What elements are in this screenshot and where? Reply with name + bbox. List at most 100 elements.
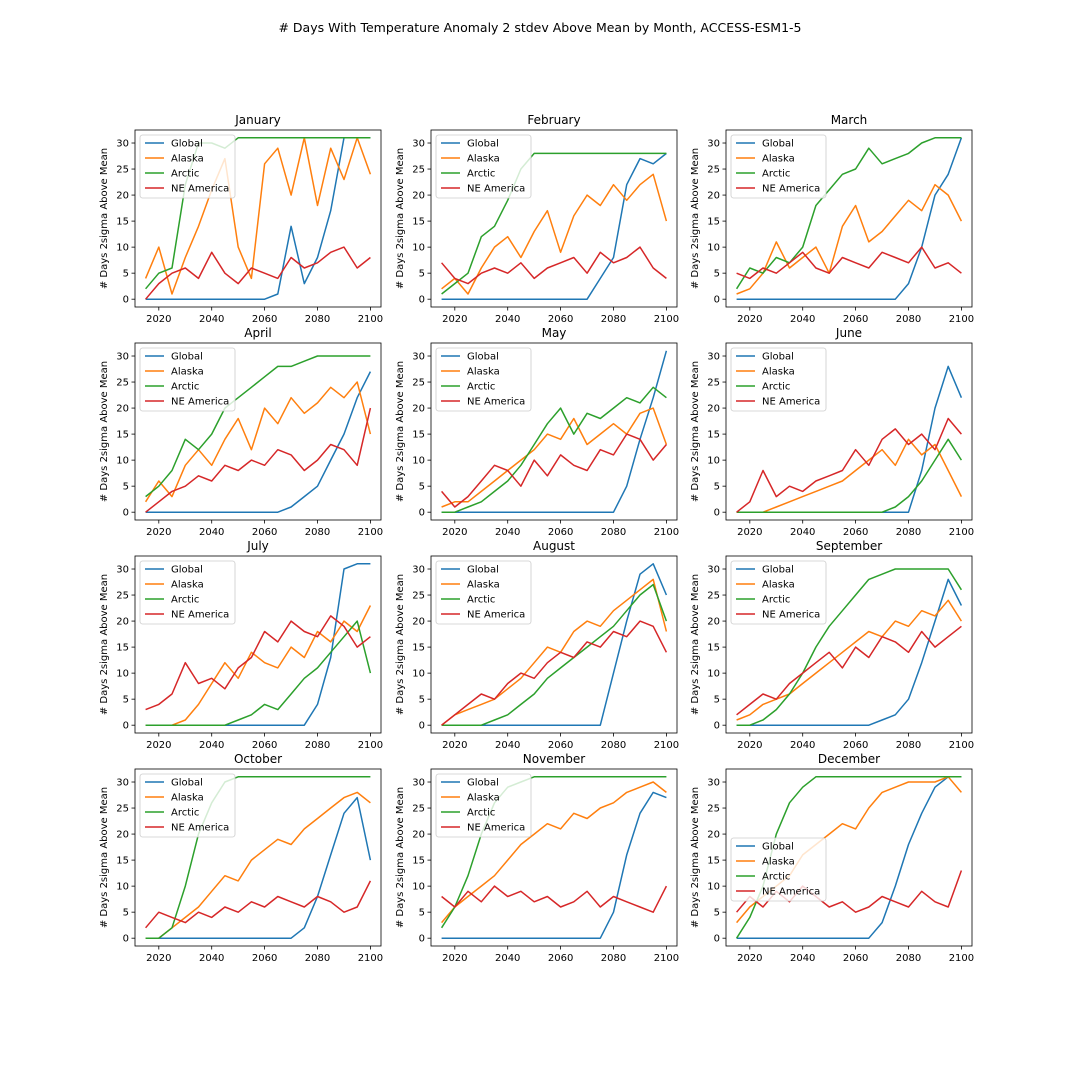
legend-entry: Global xyxy=(171,565,203,576)
subplot-february: 2020 2040 2060 2080 2100 0 5 10 15 20 25 30 February… xyxy=(395,113,679,325)
legend-entry: Arctic xyxy=(762,169,790,180)
y-tick-label: 15 xyxy=(412,856,425,867)
series-line-arctic xyxy=(145,137,371,290)
x-tick-label: 2100 xyxy=(654,953,679,964)
legend-entry: Alaska xyxy=(762,857,795,868)
legend-entry: NE America xyxy=(171,823,229,834)
series-line-alaska xyxy=(144,137,372,295)
subplot-title: August xyxy=(533,539,575,553)
axes-frame xyxy=(134,555,382,734)
axes-frame xyxy=(134,342,382,521)
y-tick-label: 15 xyxy=(116,217,129,228)
y-tick-label: 5 xyxy=(419,695,425,706)
y-tick-label: 30 xyxy=(116,352,129,363)
series-line-global xyxy=(441,350,668,513)
y-tick-label: 10 xyxy=(412,669,425,680)
legend-box xyxy=(435,134,532,199)
series-line-arctic xyxy=(145,355,371,498)
legend-entry: Arctic xyxy=(171,808,199,819)
y-tick-label: 5 xyxy=(123,269,129,280)
y-axis-label: # Days 2sigma Above Mean xyxy=(99,574,110,715)
x-tick-label: 2020 xyxy=(737,740,762,751)
y-tick-label: 10 xyxy=(412,456,425,467)
x-tick-label: 2100 xyxy=(654,527,679,538)
series-line-global xyxy=(145,137,371,300)
legend-entry: Arctic xyxy=(762,595,790,606)
y-tick-label: 5 xyxy=(714,908,720,919)
legend: Global Alaska Arctic NE America xyxy=(730,837,827,902)
y-tick-label: 20 xyxy=(116,830,129,841)
x-tick-label: 2040 xyxy=(199,527,224,538)
y-tick-label: 20 xyxy=(707,830,720,841)
x-tick-label: 2080 xyxy=(601,740,626,751)
x-tick-label: 2060 xyxy=(548,314,573,325)
series-lines xyxy=(440,776,668,939)
series-line-arctic xyxy=(440,776,667,929)
legend-box xyxy=(435,560,532,625)
x-tick-label: 2040 xyxy=(495,953,520,964)
y-axis-label: # Days 2sigma Above Mean xyxy=(690,148,701,289)
series-line-alaska xyxy=(441,173,668,295)
y-tick-label: 10 xyxy=(707,882,720,893)
series-line-arctic xyxy=(441,152,667,295)
subplot-title: November xyxy=(523,752,585,766)
y-tick-label: 25 xyxy=(412,378,425,389)
y-tick-label: 0 xyxy=(419,295,425,306)
x-tick-label: 2020 xyxy=(146,314,171,325)
series-line-ne-america xyxy=(145,615,371,711)
subplot-august: 2020 2040 2060 2080 2100 0 5 10 15 20 25 30 August # … xyxy=(395,539,679,751)
series-line-arctic xyxy=(735,137,962,290)
series-line-alaska xyxy=(736,599,963,721)
legend-entry: Alaska xyxy=(467,580,500,591)
y-tick-label: 30 xyxy=(412,778,425,789)
legend-entry: Arctic xyxy=(467,382,495,393)
y-tick-label: 30 xyxy=(707,565,720,576)
x-tick-label: 2100 xyxy=(358,314,383,325)
y-tick-label: 30 xyxy=(412,565,425,576)
y-tick-label: 10 xyxy=(116,456,129,467)
y-tick-label: 5 xyxy=(123,908,129,919)
y-tick-label: 25 xyxy=(116,165,129,176)
legend-entry: Arctic xyxy=(171,382,199,393)
subplot-october: 2020 2040 2060 2080 2100 0 5 10 15 20 25 30 October #… xyxy=(99,752,383,964)
series-line-ne-america xyxy=(736,625,962,716)
x-tick-label: 2080 xyxy=(601,314,626,325)
legend: Global Alaska Arctic NE America xyxy=(435,560,532,625)
subplot-september: 2020 2040 2060 2080 2100 0 5 10 15 20 25 30 Septembe… xyxy=(690,539,974,751)
legend-box xyxy=(730,134,827,199)
series-line-alaska xyxy=(144,381,372,503)
legend-entry: Global xyxy=(467,352,499,363)
series-lines xyxy=(735,137,963,300)
series-lines xyxy=(736,365,963,513)
y-tick-label: 10 xyxy=(412,882,425,893)
y-axis-label: # Days 2sigma Above Mean xyxy=(395,574,406,715)
axes-frame xyxy=(134,129,382,308)
series-line-alaska xyxy=(736,183,963,295)
y-tick-label: 0 xyxy=(123,721,129,732)
legend-entry: Arctic xyxy=(467,808,495,819)
y-tick-label: 10 xyxy=(707,243,720,254)
y-tick-label: 0 xyxy=(419,508,425,519)
series-line-alaska xyxy=(145,791,371,939)
subplot-title: October xyxy=(234,752,282,766)
y-axis-label: # Days 2sigma Above Mean xyxy=(395,361,406,502)
y-tick-label: 30 xyxy=(707,139,720,150)
y-tick-label: 20 xyxy=(707,617,720,628)
y-tick-label: 0 xyxy=(123,934,129,945)
legend-entry: NE America xyxy=(762,397,820,408)
y-axis-label: # Days 2sigma Above Mean xyxy=(395,787,406,928)
legend-entry: Alaska xyxy=(171,580,204,591)
subplot-june: 2020 2040 2060 2080 2100 0 5 10 15 20 25 30 June # Da… xyxy=(690,326,974,538)
x-tick-label: 2060 xyxy=(252,527,277,538)
y-tick-label: 25 xyxy=(707,165,720,176)
axes-frame xyxy=(725,129,973,308)
x-tick-label: 2060 xyxy=(252,314,277,325)
y-axis-label: # Days 2sigma Above Mean xyxy=(99,148,110,289)
subplot-july: 2020 2040 2060 2080 2100 0 5 10 15 20 25 30 July # Da… xyxy=(99,539,383,751)
series-line-arctic xyxy=(145,776,371,939)
subplot-may: 2020 2040 2060 2080 2100 0 5 10 15 20 25 30 May # Day… xyxy=(395,326,679,538)
x-tick-label: 2080 xyxy=(305,527,330,538)
y-tick-label: 25 xyxy=(707,804,720,815)
series-line-ne-america xyxy=(441,885,668,913)
legend-entry: Alaska xyxy=(171,367,204,378)
